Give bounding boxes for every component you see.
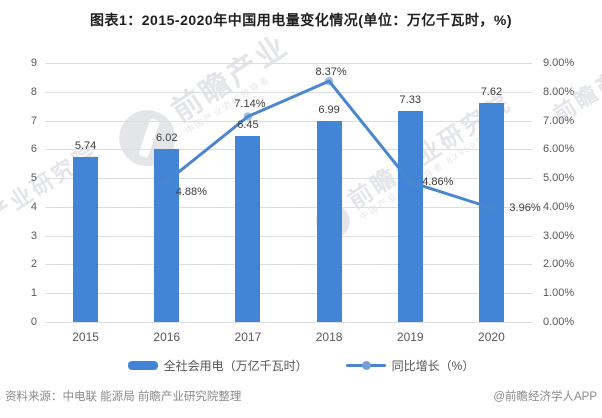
bar-value-label: 7.33 xyxy=(399,94,421,107)
x-axis-tick: 2015 xyxy=(72,330,99,344)
footer: 资料来源：中电联 能源局 前瞻产业研究院整理 @前瞻经济学人APP xyxy=(5,388,597,404)
line-value-label: 8.37% xyxy=(315,66,347,79)
gridline xyxy=(45,178,532,180)
line-point-marker xyxy=(162,177,171,186)
y-axis-tick-left: 6 xyxy=(30,143,37,156)
bar-value-label: 6.02 xyxy=(156,131,178,144)
y-axis-tick-right: 2.00% xyxy=(543,258,575,271)
bar-value-label: 5.74 xyxy=(74,139,97,152)
line-point-marker xyxy=(324,76,334,86)
y-axis-tick-right: 1.00% xyxy=(543,287,575,300)
line-point-marker xyxy=(406,177,415,187)
bar xyxy=(397,111,423,322)
bar-value-label: 6.45 xyxy=(237,119,259,132)
legend-item: 全社会用电（万亿千瓦时） xyxy=(127,357,308,374)
bar-value-label: 7.62 xyxy=(480,85,503,98)
gridline xyxy=(45,235,532,237)
bar xyxy=(316,120,342,322)
y-axis-tick-left: 2 xyxy=(30,258,37,271)
x-axis-tick: 2017 xyxy=(234,330,262,344)
gridline xyxy=(45,264,532,266)
y-axis-tick-left: 7 xyxy=(30,114,37,127)
bar xyxy=(73,156,99,322)
bar-value-label: 6.99 xyxy=(318,103,340,116)
y-axis-tick-right: 9.00% xyxy=(543,57,575,69)
y-axis-tick-left: 1 xyxy=(30,287,37,300)
gridline xyxy=(45,120,532,122)
line-point-marker xyxy=(487,203,496,213)
x-axis-tick: 2020 xyxy=(478,330,505,344)
y-axis-tick-right: 8.00% xyxy=(543,85,575,98)
gridline xyxy=(45,91,532,93)
y-axis-tick-right: 3.00% xyxy=(543,229,575,242)
bar xyxy=(478,102,504,322)
y-axis-tick-left: 9 xyxy=(30,57,37,69)
legend-line-marker-icon xyxy=(345,360,386,370)
y-axis-tick-right: 0.00% xyxy=(543,316,575,328)
x-axis-tick: 2019 xyxy=(396,330,424,344)
y-axis-tick-left: 4 xyxy=(30,200,37,213)
gridline xyxy=(45,206,532,208)
bar xyxy=(235,136,261,322)
legend-label: 同比增长（%） xyxy=(391,358,475,373)
gridline xyxy=(45,293,532,295)
line-series xyxy=(162,76,496,213)
line-value-label: 4.86% xyxy=(422,176,454,189)
y-axis-tick-left: 3 xyxy=(30,229,37,242)
y-axis-tick-left: 8 xyxy=(30,85,37,98)
line-point-marker xyxy=(243,112,253,121)
y-axis-tick-right: 4.00% xyxy=(543,200,575,213)
chart-title: 图表1：2015-2020年中国用电量变化情况(单位：万亿千瓦时，%) xyxy=(89,12,512,28)
x-axis-tick: 2016 xyxy=(153,330,181,344)
x-axis-tick: 2018 xyxy=(315,330,343,344)
gridline xyxy=(45,149,532,151)
gridline xyxy=(45,63,532,64)
line-value-label: 4.88% xyxy=(175,185,207,198)
x-axis-baseline xyxy=(45,322,532,323)
legend-label: 全社会用电（万亿千瓦时） xyxy=(163,358,308,373)
legend-item: 同比增长（%） xyxy=(345,357,475,374)
y-axis-tick-right: 5.00% xyxy=(543,172,575,185)
source-text: 资料来源：中电联 能源局 前瞻产业研究院整理 xyxy=(5,391,242,403)
y-axis-tick-left: 5 xyxy=(30,172,37,185)
legend-bar-marker-icon xyxy=(127,360,158,370)
legend: 全社会用电（万亿千瓦时） 同比增长（%） xyxy=(0,356,602,374)
credit-text: @前瞻经济学人APP xyxy=(493,391,597,403)
line-value-label: 7.14% xyxy=(234,97,266,110)
y-axis-tick-right: 7.00% xyxy=(543,114,575,127)
y-axis-tick-right: 6.00% xyxy=(543,143,575,156)
line-value-label: 3.96% xyxy=(509,202,541,215)
y-axis-tick-left: 0 xyxy=(30,316,37,328)
